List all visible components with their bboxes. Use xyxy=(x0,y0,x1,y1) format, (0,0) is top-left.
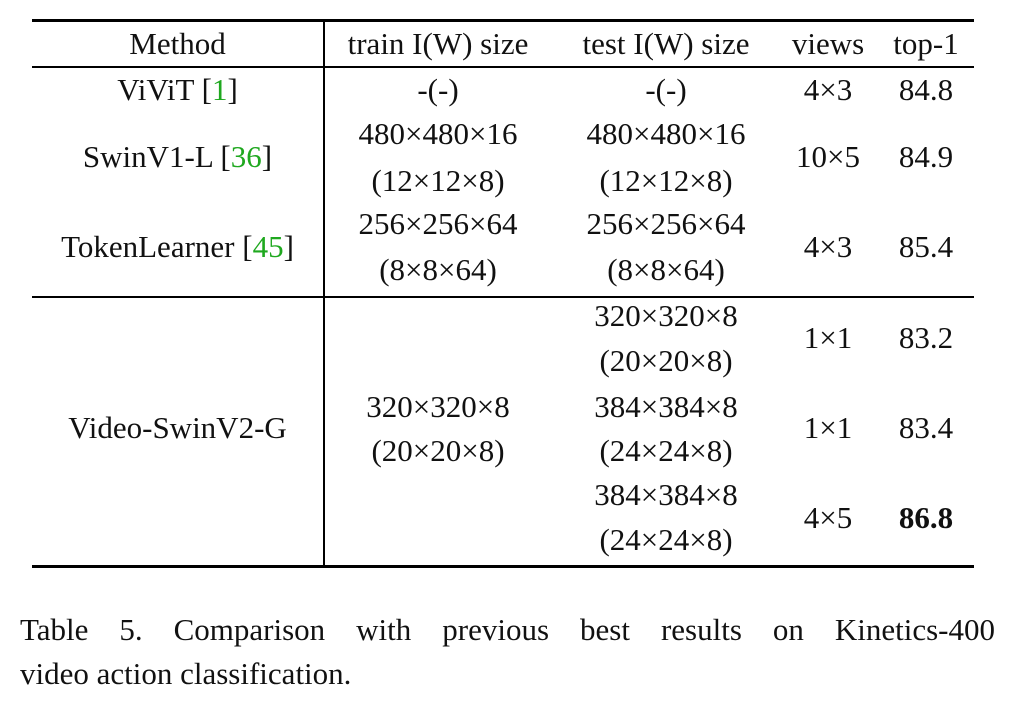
test-size-sub3-line1: 384×384×8 xyxy=(594,477,738,512)
test-size-tokenlearner-line2: (8×8×64) xyxy=(607,252,725,287)
header-top1: top-1 xyxy=(893,26,959,61)
views-tokenlearner: 4×3 xyxy=(803,229,853,264)
header-train-size: train I(W) size xyxy=(347,26,529,61)
top1-swinv1l: 84.9 xyxy=(898,139,954,174)
train-size-swinv1l-line2: (12×12×8) xyxy=(371,163,505,198)
train-size-tokenlearner-line1: 256×256×64 xyxy=(358,206,518,241)
method-column-divider xyxy=(323,22,325,565)
citation-link[interactable]: 1 xyxy=(211,72,228,107)
train-size-swinv1l-line1: 480×480×16 xyxy=(358,116,518,151)
test-size-sub2-line2: (24×24×8) xyxy=(599,433,733,468)
method-swinv1l: SwinV1-L [36] xyxy=(82,139,273,174)
method-video-swinv2g: Video-SwinV2-G xyxy=(68,410,287,445)
train-size-video-swinv2g-line2: (20×20×8) xyxy=(371,433,505,468)
top1-tokenlearner: 85.4 xyxy=(898,229,954,264)
test-size-sub2-line1: 384×384×8 xyxy=(594,389,738,424)
views-swinv1l: 10×5 xyxy=(796,139,860,174)
test-size-sub1-line2: (20×20×8) xyxy=(599,343,733,378)
header-test-size: test I(W) size xyxy=(582,26,750,61)
caption-line-1: Table 5. Comparison with previous best r… xyxy=(20,612,995,647)
caption-line-2: video action classification. xyxy=(20,656,352,691)
method-name: SwinV1-L xyxy=(82,139,213,174)
test-size-sub1-line1: 320×320×8 xyxy=(594,298,738,333)
method-tokenlearner: TokenLearner [45] xyxy=(61,229,294,264)
header-views: views xyxy=(791,26,865,61)
test-size-tokenlearner-line1: 256×256×64 xyxy=(586,206,746,241)
table-top-rule xyxy=(32,19,974,22)
test-size-sub3-line2: (24×24×8) xyxy=(599,522,733,557)
views-sub1: 1×1 xyxy=(803,320,853,355)
citation-link[interactable]: 45 xyxy=(252,229,284,264)
method-vivit: ViViT [1] xyxy=(117,72,238,107)
top1-sub3-best: 86.8 xyxy=(898,500,954,535)
train-size-video-swinv2g-line1: 320×320×8 xyxy=(366,389,510,424)
test-size-swinv1l-line1: 480×480×16 xyxy=(586,116,746,151)
citation-link[interactable]: 36 xyxy=(230,139,262,174)
views-vivit: 4×3 xyxy=(803,72,853,107)
method-name: ViViT xyxy=(117,72,194,107)
header-method: Method xyxy=(129,26,226,61)
group-rule xyxy=(32,296,974,298)
top1-vivit: 84.8 xyxy=(898,72,954,107)
test-size-swinv1l-line2: (12×12×8) xyxy=(599,163,733,198)
header-rule xyxy=(32,66,974,68)
test-size-vivit: -(-) xyxy=(645,72,687,107)
views-sub2: 1×1 xyxy=(803,410,853,445)
table-caption: Table 5. Comparison with previous best r… xyxy=(20,608,995,696)
train-size-tokenlearner-line2: (8×8×64) xyxy=(379,252,497,287)
top1-sub2: 83.4 xyxy=(898,410,954,445)
views-sub3: 4×5 xyxy=(803,500,853,535)
top1-sub1: 83.2 xyxy=(898,320,954,355)
method-name: TokenLearner xyxy=(61,229,235,264)
table-bottom-rule xyxy=(32,565,974,568)
train-size-vivit: -(-) xyxy=(417,72,459,107)
